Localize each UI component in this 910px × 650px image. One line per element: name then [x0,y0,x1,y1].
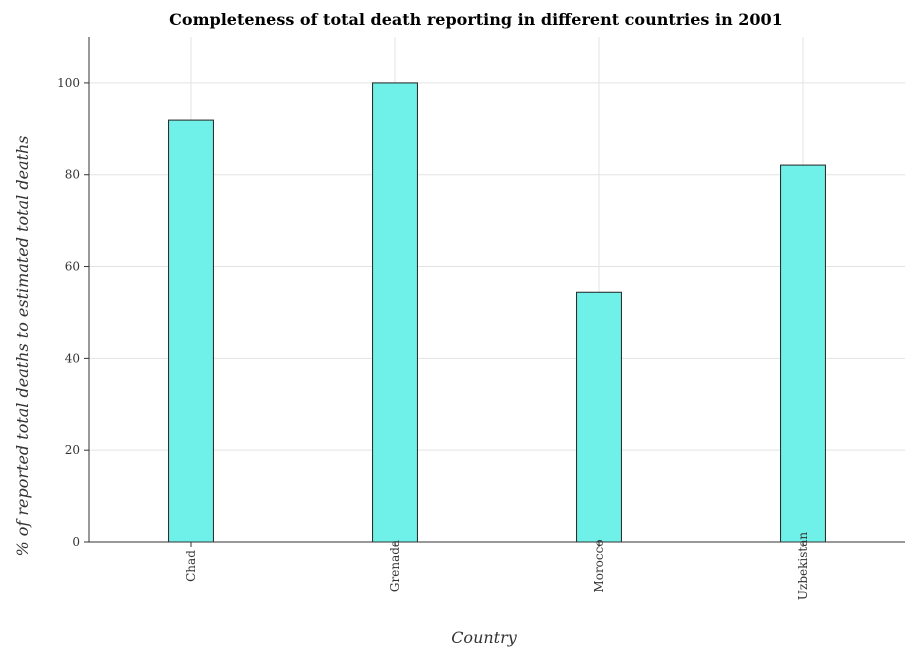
y-tick-label: 80 [65,168,80,182]
x-tick-label: Chad [184,550,198,582]
x-tick-label: Morocco [592,539,606,592]
x-axis-label: Country [451,628,518,647]
bar-chad [168,119,214,543]
bar-morocco [576,291,622,543]
y-tick-label: 0 [72,535,80,549]
x-tick-label: Grenada [388,540,402,592]
y-tick-label: 100 [57,76,80,90]
y-tick-label: 60 [65,260,80,274]
bar-grenada [372,82,418,543]
bar-uzbekistan [780,164,826,543]
y-tick-label: 40 [65,351,80,365]
bar-layer [168,82,826,543]
y-tick-label: 20 [65,443,80,457]
y-axis-label: % of reported total deaths to estimated … [13,135,32,556]
chart-title: Completeness of total death reporting in… [169,10,783,29]
axis-layer: 0 20 40 60 80 100 Chad Grenada Morocco Uzbekistan [57,37,905,600]
x-tick-label: Uzbekistan [796,532,810,600]
